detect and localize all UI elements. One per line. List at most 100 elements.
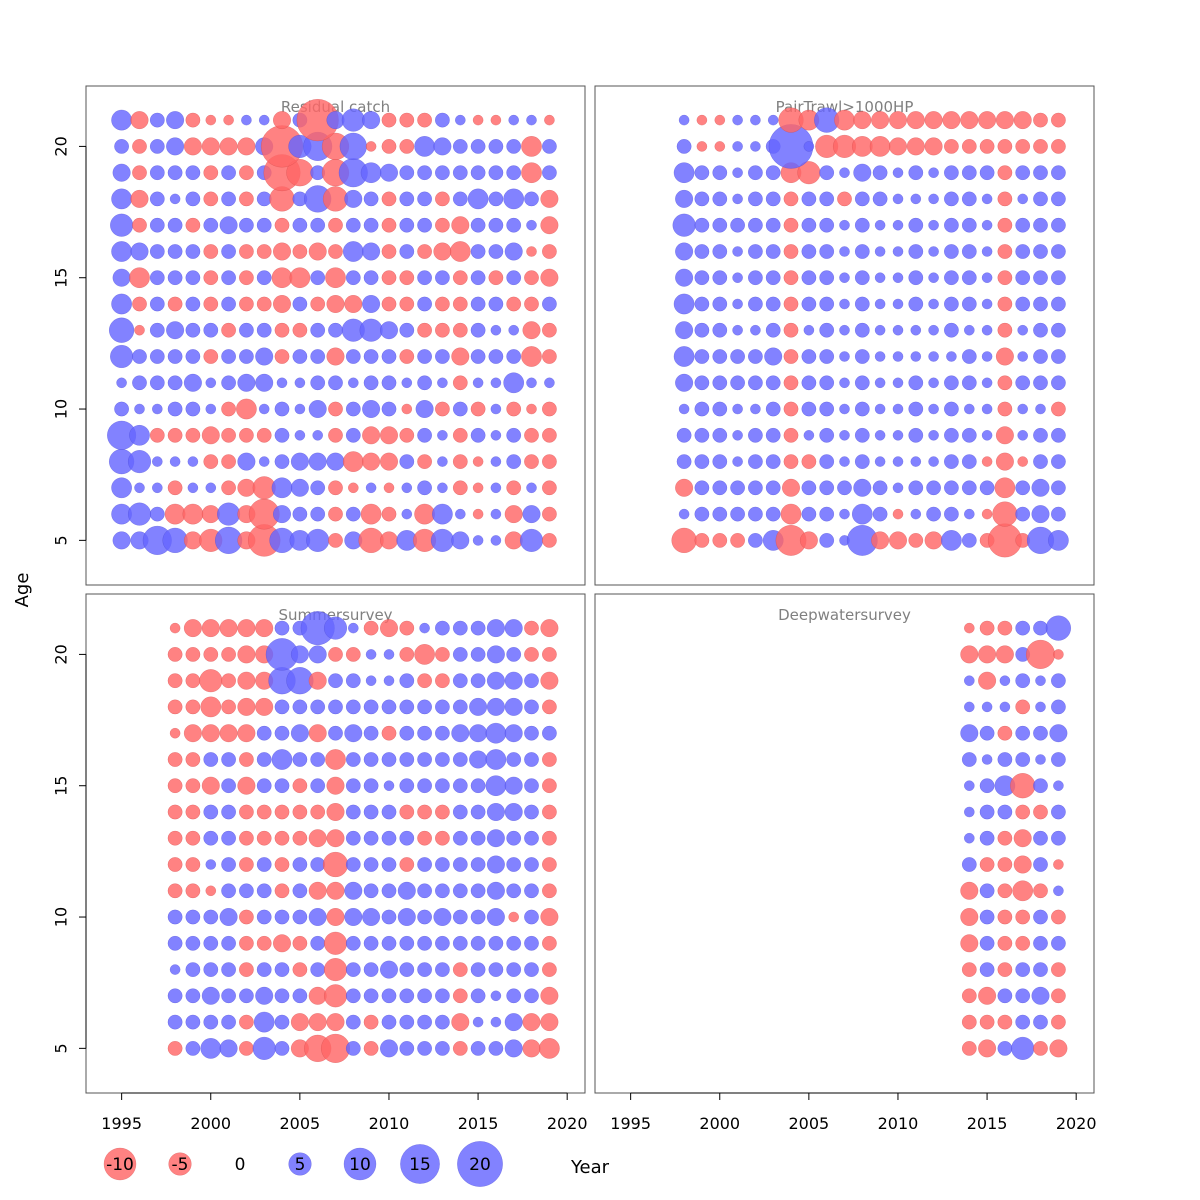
bubble-1999-age-8 (694, 454, 710, 470)
bubble-2010-age-12 (381, 349, 397, 364)
bubble-1998-age-11 (167, 375, 183, 391)
bubble-2012-age-20 (414, 644, 435, 665)
bubble-2017-age-8 (506, 454, 522, 470)
bubble-2008-age-16 (854, 244, 870, 259)
bubble-2004-age-11 (783, 375, 799, 391)
bubble-2018-age-15 (1033, 778, 1048, 794)
bubble-2009-age-19 (872, 165, 888, 181)
bubble-1995-age-11 (116, 377, 127, 389)
bubble-2016-age-12 (995, 347, 1014, 366)
bubble-2008-age-11 (854, 375, 870, 391)
bubble-2016-age-16 (997, 752, 1013, 767)
bubble-2004-age-13 (274, 830, 290, 846)
bubble-2014-age-8 (961, 962, 977, 978)
bubble-2003-age-14 (256, 804, 272, 820)
bubble-2016-age-5 (997, 1040, 1013, 1056)
bubble-2008-age-10 (854, 401, 870, 417)
bubble-2013-age-7 (437, 482, 448, 494)
bubble-2002-age-7 (237, 478, 256, 497)
bubble-2010-age-6 (381, 1014, 397, 1030)
bubble-2019-age-15 (540, 268, 559, 287)
bubble-2008-age-13 (345, 830, 361, 846)
bubble-2014-age-5 (961, 1040, 977, 1056)
bubble-2008-age-21 (341, 108, 365, 132)
bubble-2003-age-6 (765, 506, 781, 522)
bubble-2004-age-18 (783, 191, 799, 207)
bubble-1997-age-14 (149, 296, 165, 312)
bubble-2015-age-7 (472, 482, 484, 494)
bubble-2004-age-17 (783, 217, 799, 233)
bubble-2011-age-9 (908, 427, 924, 443)
bubble-2008-age-12 (345, 857, 361, 872)
bubble-2006-age-7 (310, 480, 326, 496)
bubble-2019-age-11 (541, 883, 557, 899)
bubble-1997-age-11 (149, 375, 165, 391)
bubble-2008-age-18 (345, 699, 361, 715)
bubble-2009-age-20 (869, 136, 891, 157)
bubble-2000-age-14 (203, 296, 219, 312)
bubble-2000-age-21 (201, 619, 220, 638)
bubble-2001-age-20 (732, 141, 743, 152)
bubble-2008-age-12 (854, 349, 870, 364)
bubble-2010-age-11 (892, 377, 904, 389)
bubble-2012-age-18 (928, 193, 939, 205)
bubble-2012-age-20 (924, 137, 943, 156)
bubble-2000-age-8 (203, 454, 219, 470)
bubble-2006-age-5 (819, 532, 835, 548)
bubble-2016-age-9 (490, 429, 502, 441)
bubble-2013-age-20 (434, 646, 450, 662)
bubble-2000-age-15 (201, 776, 220, 795)
bubble-1996-age-8 (127, 450, 152, 474)
bubble-1999-age-21 (183, 619, 202, 638)
bubble-2006-age-20 (308, 645, 327, 664)
bubble-1998-age-13 (167, 830, 183, 846)
bubble-2017-age-11 (1015, 375, 1031, 391)
bubble-2009-age-7 (363, 988, 379, 1004)
bubble-2014-age-21 (960, 111, 979, 130)
bubble-1998-age-20 (166, 137, 185, 156)
bubble-1996-age-16 (130, 242, 149, 261)
bubble-2016-age-16 (488, 244, 504, 259)
bubble-2000-age-18 (203, 191, 219, 207)
legend-bubble (343, 1147, 377, 1181)
bubble-1996-age-21 (130, 111, 149, 130)
bubble-2004-age-11 (274, 883, 290, 899)
bubble-2014-age-5 (451, 531, 470, 550)
bubble-2012-age-15 (417, 778, 433, 794)
bubble-2013-age-17 (434, 217, 450, 233)
bubble-2002-age-17 (747, 217, 763, 233)
bubble-2004-age-16 (783, 244, 799, 259)
bubble-2017-age-18 (1015, 699, 1031, 715)
bubble-1999-age-19 (694, 165, 710, 181)
bubble-2002-age-12 (238, 349, 254, 364)
bubble-2009-age-6 (363, 1014, 379, 1030)
bubble-2018-age-17 (1033, 725, 1048, 741)
bubble-2014-age-12 (961, 857, 977, 872)
bubble-2004-age-6 (780, 503, 802, 525)
bubble-2007-age-12 (326, 347, 345, 366)
bubble-2018-age-10 (526, 403, 537, 415)
bubble-2018-age-6 (522, 505, 541, 524)
bubble-2012-age-17 (417, 725, 433, 741)
bubble-2008-age-15 (854, 270, 870, 286)
bubble-2012-age-12 (928, 351, 939, 362)
y-tick-label: 10 (52, 399, 71, 419)
bubble-2017-age-5 (1011, 1036, 1035, 1060)
bubble-2003-age-7 (765, 480, 781, 496)
bubble-2009-age-7 (365, 482, 377, 494)
bubble-2007-age-18 (837, 191, 852, 207)
bubble-2017-age-8 (506, 962, 522, 978)
bubble-2002-age-14 (238, 296, 254, 312)
legend: -10 -5 0 5 10 15 20 (103, 1141, 503, 1187)
bubble-2007-age-9 (839, 429, 850, 441)
bubble-2017-age-17 (1015, 217, 1031, 233)
bubble-2019-age-13 (541, 830, 557, 846)
bubble-2017-age-17 (1015, 725, 1031, 741)
y-axis-panel-1: 5 10 15 20 (52, 136, 87, 545)
bubble-1999-age-13 (185, 322, 201, 338)
bubble-2017-age-19 (506, 165, 522, 181)
bubble-2017-age-9 (1017, 429, 1029, 441)
bubble-2017-age-6 (504, 505, 523, 524)
bubble-2002-age-8 (747, 454, 763, 470)
